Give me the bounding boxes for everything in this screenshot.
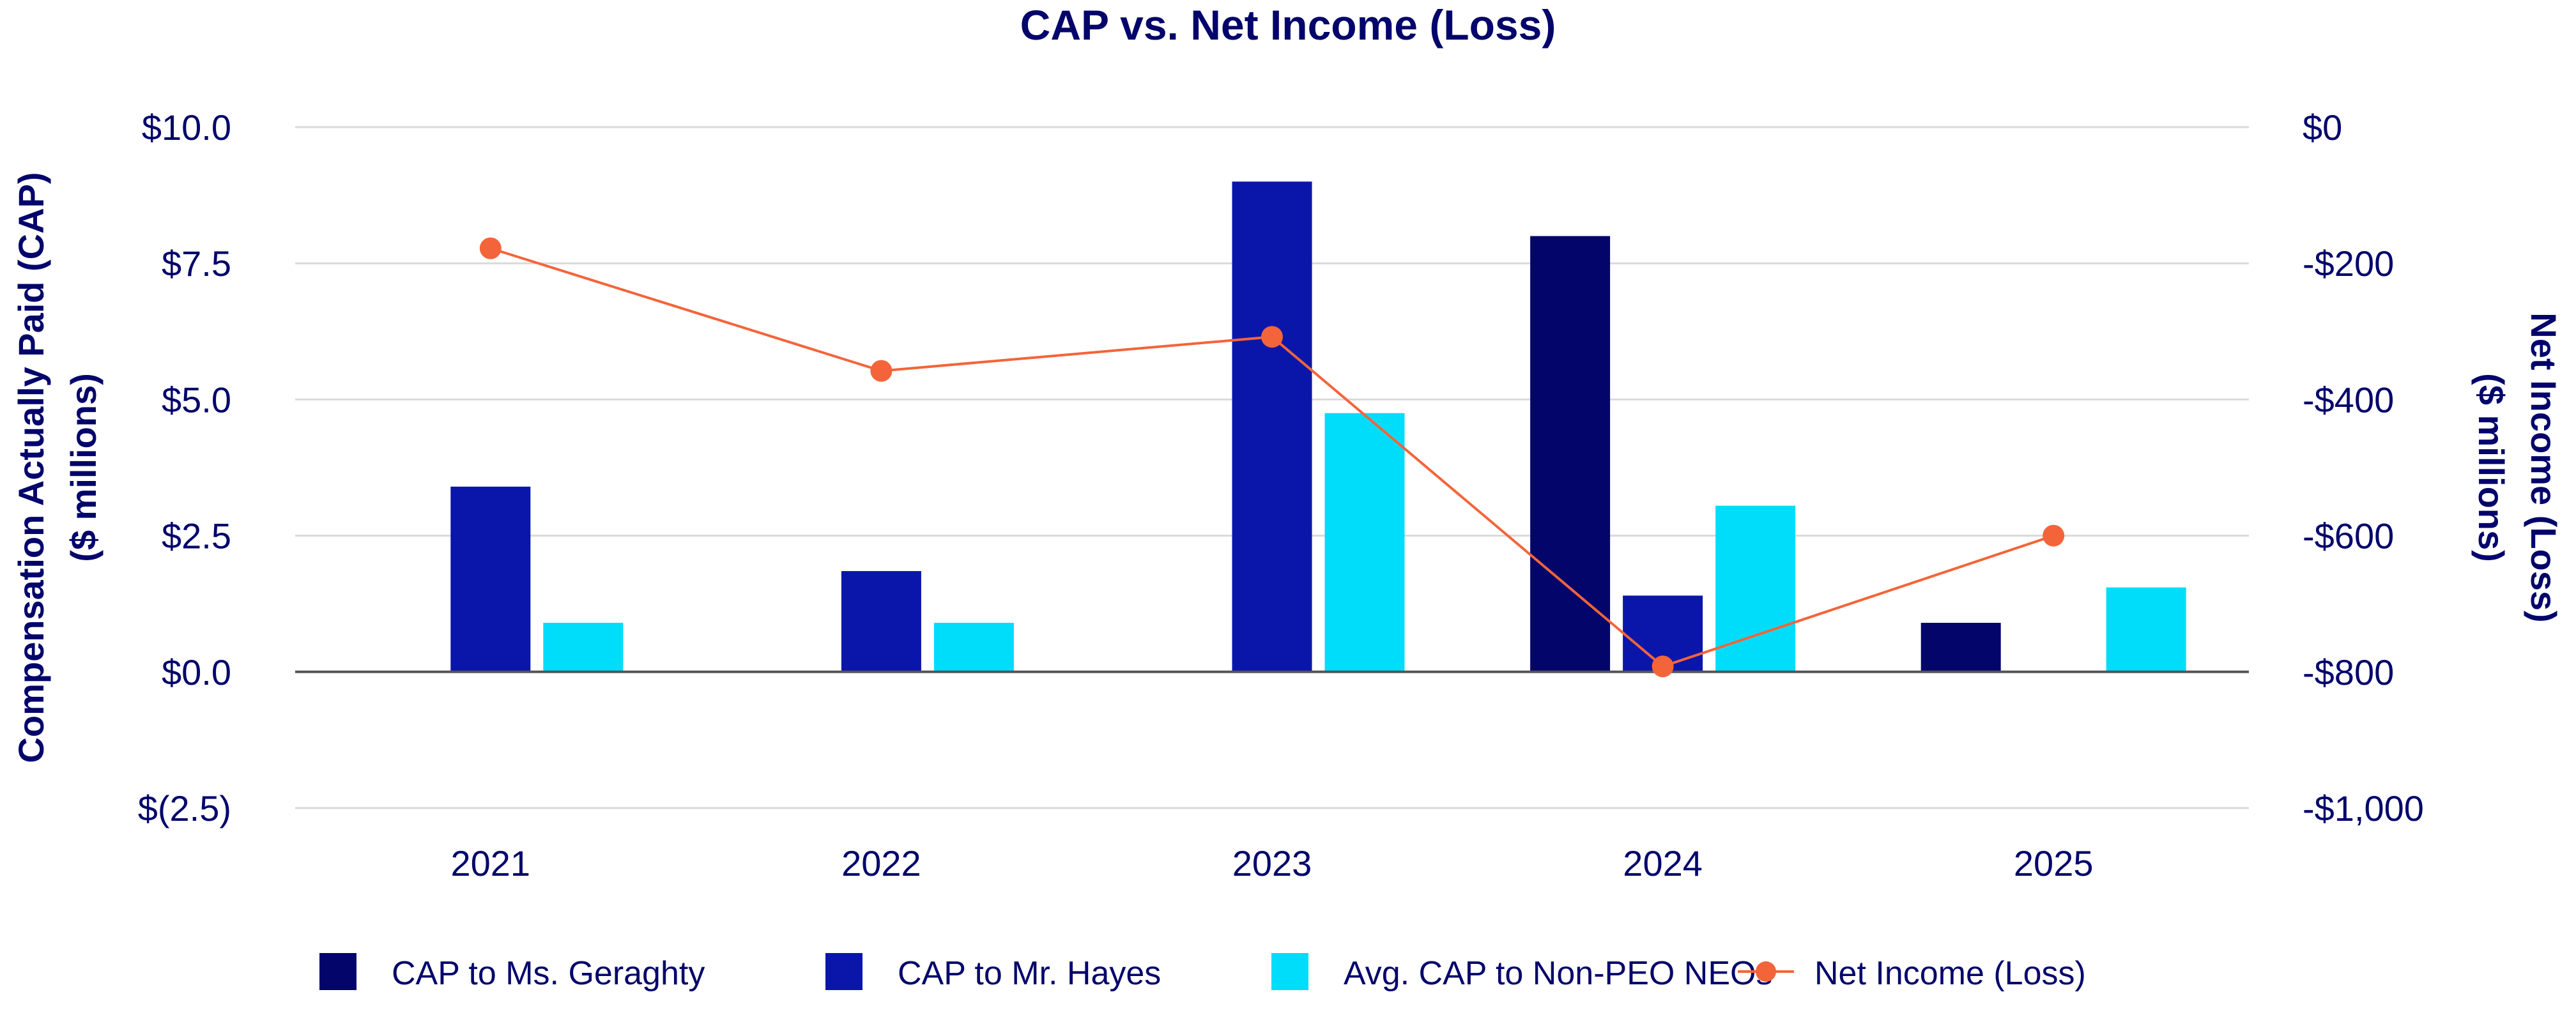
bars — [450, 181, 2186, 672]
legend-label: Avg. CAP to Non-PEO NEOs — [1344, 955, 1772, 992]
left-tick-label: $0.0 — [162, 652, 231, 692]
bar-avg-cap-to-non-peo-neos-2022 — [933, 623, 1014, 672]
left-axis-label: Compensation Actually Paid (CAP) ($ milli… — [11, 172, 103, 763]
x-tick-label: 2021 — [451, 843, 531, 883]
left-tick-label: $(2.5) — [138, 788, 231, 828]
legend-swatch — [319, 953, 356, 990]
right-tick-label: $0 — [2303, 107, 2342, 148]
right-axis-title-line2: ($ millions) — [2471, 373, 2511, 562]
net-income-line-group — [479, 237, 2065, 678]
bar-cap-to-mr-hayes-2023 — [1232, 181, 1312, 672]
x-axis: 2021 2022 2023 2024 2025 — [451, 843, 2094, 883]
net-income-point-2024 — [1652, 655, 1674, 678]
bar-cap-to-ms-geraghty-2024 — [1530, 236, 1611, 672]
legend-label: Net Income (Loss) — [1814, 955, 2086, 992]
right-tick-label: -$600 — [2303, 516, 2394, 556]
legend: CAP to Ms. Geraghty CAP to Mr. Hayes Avg. … — [319, 953, 2086, 992]
bar-cap-to-mr-hayes-2021 — [450, 486, 531, 672]
right-axis-label: Net Income (Loss) ($ millions) — [2471, 312, 2564, 622]
legend-item: CAP to Ms. Geraghty — [319, 953, 705, 992]
legend-label: CAP to Mr. Hayes — [898, 955, 1161, 992]
x-tick-label: 2024 — [1623, 843, 1703, 883]
bar-cap-to-ms-geraghty-2025 — [1920, 623, 2001, 672]
net-income-point-2023 — [1261, 326, 1283, 348]
right-axis-title-line1: Net Income (Loss) — [2524, 312, 2564, 622]
right-tick-label: -$200 — [2303, 243, 2394, 284]
legend-item: Net Income (Loss) — [1738, 955, 2086, 992]
net-income-point-2022 — [870, 360, 893, 382]
legend-item: Avg. CAP to Non-PEO NEOs — [1271, 953, 1772, 992]
left-axis-title: Compensation Actually Paid (CAP) ($ milli… — [11, 172, 103, 763]
right-tick-label: -$400 — [2303, 379, 2394, 420]
chart-title: CAP vs. Net Income (Loss) — [1020, 1, 1556, 49]
bar-avg-cap-to-non-peo-neos-2023 — [1324, 413, 1405, 672]
right-axis-title: Net Income (Loss) ($ millions) — [2471, 312, 2564, 622]
left-axis-title-line1: Compensation Actually Paid (CAP) — [11, 172, 51, 763]
legend-marker — [1756, 961, 1776, 982]
left-tick-label: $2.5 — [162, 516, 231, 556]
bar-avg-cap-to-non-peo-neos-2025 — [2106, 587, 2186, 672]
legend-label: CAP to Ms. Geraghty — [392, 955, 705, 992]
legend-item: CAP to Mr. Hayes — [825, 953, 1161, 992]
net-income-point-2025 — [2043, 524, 2065, 547]
left-tick-label: $7.5 — [162, 243, 231, 284]
bar-avg-cap-to-non-peo-neos-2024 — [1715, 505, 1796, 672]
bar-avg-cap-to-non-peo-neos-2021 — [543, 623, 624, 672]
bar-cap-to-mr-hayes-2022 — [841, 571, 921, 672]
left-tick-label: $10.0 — [142, 107, 231, 148]
legend-swatch — [825, 953, 862, 990]
x-tick-label: 2022 — [841, 843, 921, 883]
net-income-point-2021 — [479, 237, 502, 259]
right-tick-label: -$800 — [2303, 652, 2394, 692]
left-axis: $10.0 $7.5 $5.0 $2.5 $0.0 $(2.5) — [138, 107, 231, 828]
x-tick-label: 2025 — [2014, 843, 2094, 883]
x-tick-label: 2023 — [1232, 843, 1312, 883]
legend-swatch — [1271, 953, 1308, 990]
left-tick-label: $5.0 — [162, 379, 231, 420]
right-tick-label: -$1,000 — [2303, 788, 2424, 828]
right-axis: $0 -$200 -$400 -$600 -$800 -$1,000 — [2303, 107, 2424, 828]
left-axis-title-line2: ($ millions) — [63, 373, 103, 562]
